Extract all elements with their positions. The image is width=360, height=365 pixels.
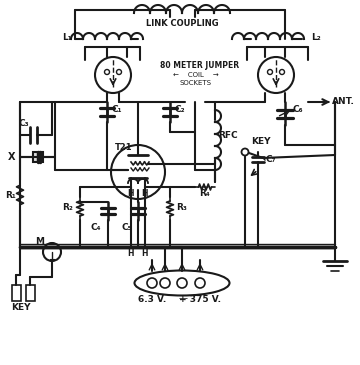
Text: R₁: R₁ xyxy=(5,191,15,200)
Bar xyxy=(33,152,43,162)
Bar xyxy=(26,285,35,301)
Text: L₂: L₂ xyxy=(311,32,321,42)
Text: H: H xyxy=(128,250,134,258)
Text: H: H xyxy=(142,250,148,258)
Text: —: — xyxy=(179,295,188,304)
Text: C₇: C₇ xyxy=(266,155,276,165)
Text: ANT.: ANT. xyxy=(332,97,355,107)
Text: M: M xyxy=(36,237,45,246)
Text: R₂: R₂ xyxy=(63,204,73,212)
Text: 80 METER JUMPER: 80 METER JUMPER xyxy=(161,61,239,69)
Text: ←    COIL    →: ← COIL → xyxy=(173,72,219,78)
Text: C₁: C₁ xyxy=(112,105,122,115)
Text: C₄: C₄ xyxy=(91,223,101,231)
Text: L₁: L₁ xyxy=(62,32,72,42)
Text: H: H xyxy=(128,189,134,199)
Text: + 375 V.: + 375 V. xyxy=(179,295,221,304)
Text: KEY: KEY xyxy=(11,304,31,312)
Text: C₃: C₃ xyxy=(19,119,29,128)
Text: C₅: C₅ xyxy=(122,223,132,231)
Text: R₃: R₃ xyxy=(176,204,188,212)
Bar xyxy=(12,285,21,301)
Text: H: H xyxy=(142,189,148,199)
Text: LINK COUPLING: LINK COUPLING xyxy=(146,19,218,27)
Text: T21: T21 xyxy=(115,143,133,153)
Text: C₂: C₂ xyxy=(175,105,185,115)
Text: R₄: R₄ xyxy=(200,188,210,197)
Text: C₆: C₆ xyxy=(293,105,303,115)
Text: 6.3 V.: 6.3 V. xyxy=(138,295,166,304)
Text: SOCKETS: SOCKETS xyxy=(180,80,212,86)
Text: X: X xyxy=(8,152,15,162)
Text: KEY: KEY xyxy=(251,138,271,146)
Text: RFC: RFC xyxy=(218,131,238,139)
